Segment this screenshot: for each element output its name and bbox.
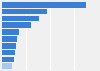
- Bar: [2, 63, 12, 69]
- Bar: [2, 9, 47, 14]
- Bar: [2, 2, 86, 8]
- Bar: [2, 57, 14, 62]
- Bar: [2, 43, 16, 48]
- Bar: [2, 16, 39, 21]
- Bar: [2, 50, 15, 55]
- Bar: [2, 36, 17, 42]
- Bar: [2, 29, 19, 35]
- Bar: [2, 23, 31, 28]
